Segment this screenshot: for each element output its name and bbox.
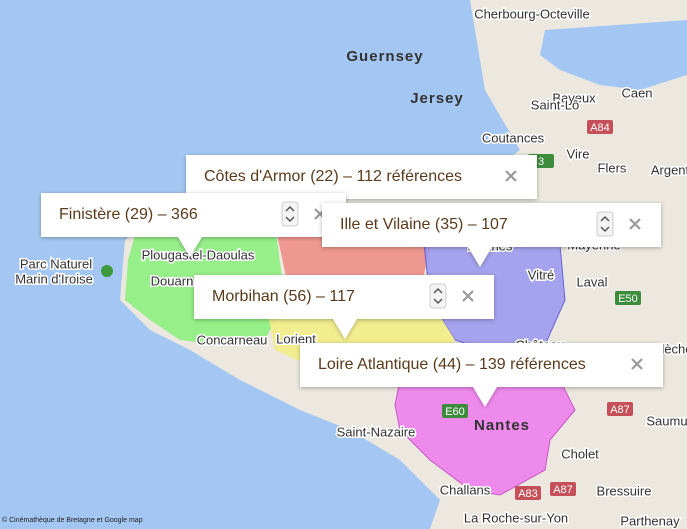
spinner-arrows — [600, 215, 610, 233]
city-label: Saint-Lô — [531, 97, 579, 112]
city-label: Bressuire — [597, 483, 652, 498]
info-window: Côtes d'Armor (22) – 112 références — [186, 155, 537, 219]
close-icon — [462, 290, 474, 302]
city-label: La Roche-sur-Yon — [464, 510, 568, 525]
road-shield — [442, 404, 468, 418]
spinner — [281, 201, 299, 227]
city-label: Concarneau — [197, 332, 268, 347]
road-shield — [615, 291, 641, 305]
close-icon — [505, 170, 517, 182]
info-window-text: Côtes d'Armor (22) – 112 références — [204, 168, 462, 185]
city-label: Caen — [621, 85, 652, 100]
credit: © Cinémathèque de Bretagne et Google map — [2, 516, 143, 524]
city-label: Parthenay — [620, 513, 680, 528]
park-icon — [101, 265, 113, 277]
road-shield — [550, 482, 576, 496]
spinner-arrows — [285, 205, 295, 223]
sea-bay — [540, 20, 687, 90]
city-label: Saumu — [646, 413, 687, 428]
city-label-major: Jersey — [410, 90, 464, 107]
spinner — [596, 211, 614, 237]
info-window: Finistère (29) – 366 — [41, 193, 346, 257]
info-window-text: Morbihan (56) – 117 — [212, 288, 355, 305]
close-icon — [629, 218, 641, 230]
info-window: Ille et Vilaine (35) – 107 — [322, 203, 661, 267]
city-label: Challans — [440, 482, 491, 497]
spinner-arrows — [433, 287, 443, 305]
city-label: Marin d'Iroise — [15, 271, 93, 286]
info-window-box — [194, 275, 494, 339]
city-label: Argent — [651, 162, 687, 177]
city-label: Flers — [598, 160, 627, 175]
info-window-box — [322, 203, 661, 267]
city-label: Saint-Nazaire — [337, 424, 416, 439]
info-window: Loire Atlantique (44) – 139 références — [300, 343, 663, 407]
close-icon — [631, 358, 643, 370]
city-label: Parc Naturel — [20, 256, 92, 271]
road-shield-label: A87 — [610, 404, 630, 416]
info-window-text: Loire Atlantique (44) – 139 références — [318, 356, 586, 373]
road-shield-label: E50 — [618, 293, 638, 305]
close-button[interactable] — [462, 290, 474, 302]
city-label: Plougastel-Daoulas — [142, 247, 255, 262]
city-label: Vire — [567, 146, 590, 161]
close-button[interactable] — [505, 170, 517, 182]
info-window-text: Ille et Vilaine (35) – 107 — [340, 216, 508, 233]
road-shield-label: E60 — [445, 406, 465, 418]
city-label: Douarn — [151, 273, 194, 288]
city-label-major: Nantes — [474, 417, 530, 434]
info-window-box — [300, 343, 663, 407]
info-window: Morbihan (56) – 117 — [194, 275, 494, 339]
road-shield — [515, 486, 541, 500]
city-label-major: Guernsey — [346, 48, 423, 65]
road-shield-label: A84 — [590, 122, 610, 134]
city-label: Coutances — [482, 130, 545, 145]
road-shield-label: 3 — [538, 156, 544, 168]
road-shield — [607, 402, 633, 416]
city-label: Cholet — [561, 446, 599, 461]
city-label: Vitré — [528, 267, 555, 282]
close-button[interactable] — [629, 218, 641, 230]
city-label: Cherbourg-Octeville — [474, 6, 590, 21]
city-label: Bayeux — [552, 90, 596, 105]
overlay: Cherbourg-Octeville Guernsey Jersey Bayeux C… — [2, 5, 687, 529]
road-shield-label: A87 — [553, 484, 573, 496]
close-button[interactable] — [631, 358, 643, 370]
info-window-box — [41, 193, 346, 257]
spinner — [429, 283, 447, 309]
road-shield — [587, 120, 613, 134]
info-window-text: Finistère (29) – 366 — [59, 206, 198, 223]
info-window-box — [186, 155, 537, 219]
road-shield-label: A83 — [518, 488, 538, 500]
city-label: Laval — [576, 274, 607, 289]
